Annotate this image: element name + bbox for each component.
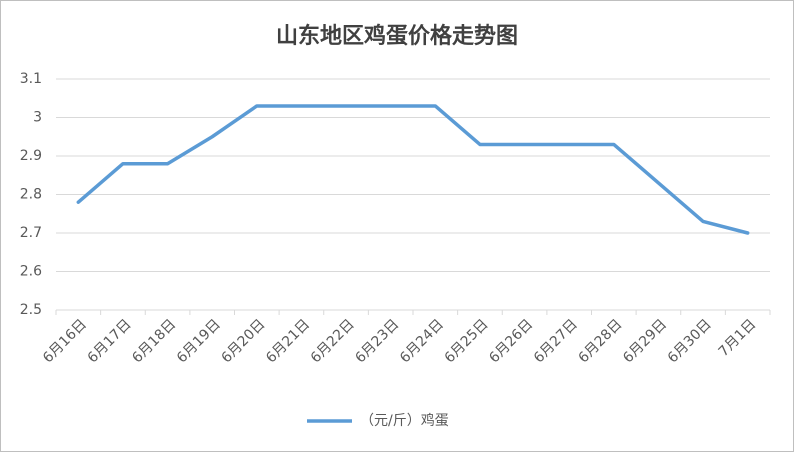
- y-tick-label: 2.7: [20, 225, 42, 241]
- chart-title: 山东地区鸡蛋价格走势图: [276, 23, 518, 49]
- y-tick-label: 2.8: [20, 187, 42, 203]
- y-tick-label: 3: [33, 110, 42, 126]
- y-tick-label: 2.5: [20, 302, 42, 318]
- legend-label: （元/斤）鸡蛋: [360, 412, 449, 429]
- y-tick-label: 2.6: [20, 264, 42, 280]
- y-tick-label: 3.1: [20, 71, 42, 87]
- line-series: [76, 104, 750, 235]
- y-tick-label: 2.9: [20, 148, 42, 164]
